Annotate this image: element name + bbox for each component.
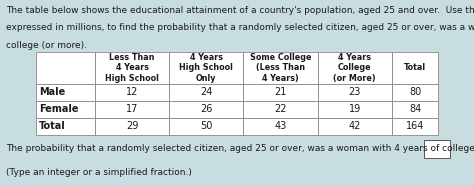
Text: (Type an integer or a simplified fraction.): (Type an integer or a simplified fractio… xyxy=(6,168,191,176)
Bar xyxy=(392,84,438,101)
Bar xyxy=(169,118,243,135)
Text: The probability that a randomly selected citizen, aged 25 or over, was a woman w: The probability that a randomly selected… xyxy=(6,144,474,153)
Bar xyxy=(36,52,95,84)
Bar xyxy=(36,84,95,101)
Text: Total: Total xyxy=(404,63,426,72)
Text: 26: 26 xyxy=(200,104,212,114)
Bar xyxy=(95,118,169,135)
Text: 164: 164 xyxy=(406,122,424,132)
Bar xyxy=(95,84,169,101)
Bar xyxy=(392,118,438,135)
Bar xyxy=(243,101,318,118)
Bar xyxy=(169,52,243,84)
Bar xyxy=(424,140,450,158)
Text: 24: 24 xyxy=(200,87,212,97)
Text: college (or more).: college (or more). xyxy=(6,41,87,50)
Bar xyxy=(392,52,438,84)
Text: 12: 12 xyxy=(126,87,138,97)
Text: Less Than
4 Years
High School: Less Than 4 Years High School xyxy=(105,53,159,83)
Text: expressed in millions, to find the probability that a randomly selected citizen,: expressed in millions, to find the proba… xyxy=(6,23,474,32)
Bar xyxy=(36,118,95,135)
Bar xyxy=(318,101,392,118)
Bar xyxy=(169,101,243,118)
Text: 23: 23 xyxy=(348,87,361,97)
Text: 4 Years
College
(or More): 4 Years College (or More) xyxy=(333,53,376,83)
Text: 19: 19 xyxy=(348,104,361,114)
Text: Female: Female xyxy=(39,104,79,114)
Bar xyxy=(36,101,95,118)
Text: 50: 50 xyxy=(200,122,212,132)
Bar xyxy=(95,52,169,84)
Text: 21: 21 xyxy=(274,87,287,97)
Text: 17: 17 xyxy=(126,104,138,114)
Text: 22: 22 xyxy=(274,104,287,114)
Text: Some College
(Less Than
4 Years): Some College (Less Than 4 Years) xyxy=(250,53,311,83)
Bar xyxy=(318,84,392,101)
Bar xyxy=(243,118,318,135)
Text: The table below shows the educational attainment of a country's population, aged: The table below shows the educational at… xyxy=(6,6,474,15)
Bar xyxy=(243,84,318,101)
Bar xyxy=(392,101,438,118)
Bar xyxy=(169,84,243,101)
Bar xyxy=(243,52,318,84)
Text: 4 Years
High School
Only: 4 Years High School Only xyxy=(179,53,233,83)
Bar xyxy=(318,118,392,135)
Text: 43: 43 xyxy=(274,122,287,132)
Text: 29: 29 xyxy=(126,122,138,132)
Bar xyxy=(318,52,392,84)
Text: Total: Total xyxy=(39,122,66,132)
Text: Male: Male xyxy=(39,87,65,97)
Text: 84: 84 xyxy=(409,104,421,114)
Text: 80: 80 xyxy=(409,87,421,97)
Bar xyxy=(95,101,169,118)
Text: 42: 42 xyxy=(348,122,361,132)
